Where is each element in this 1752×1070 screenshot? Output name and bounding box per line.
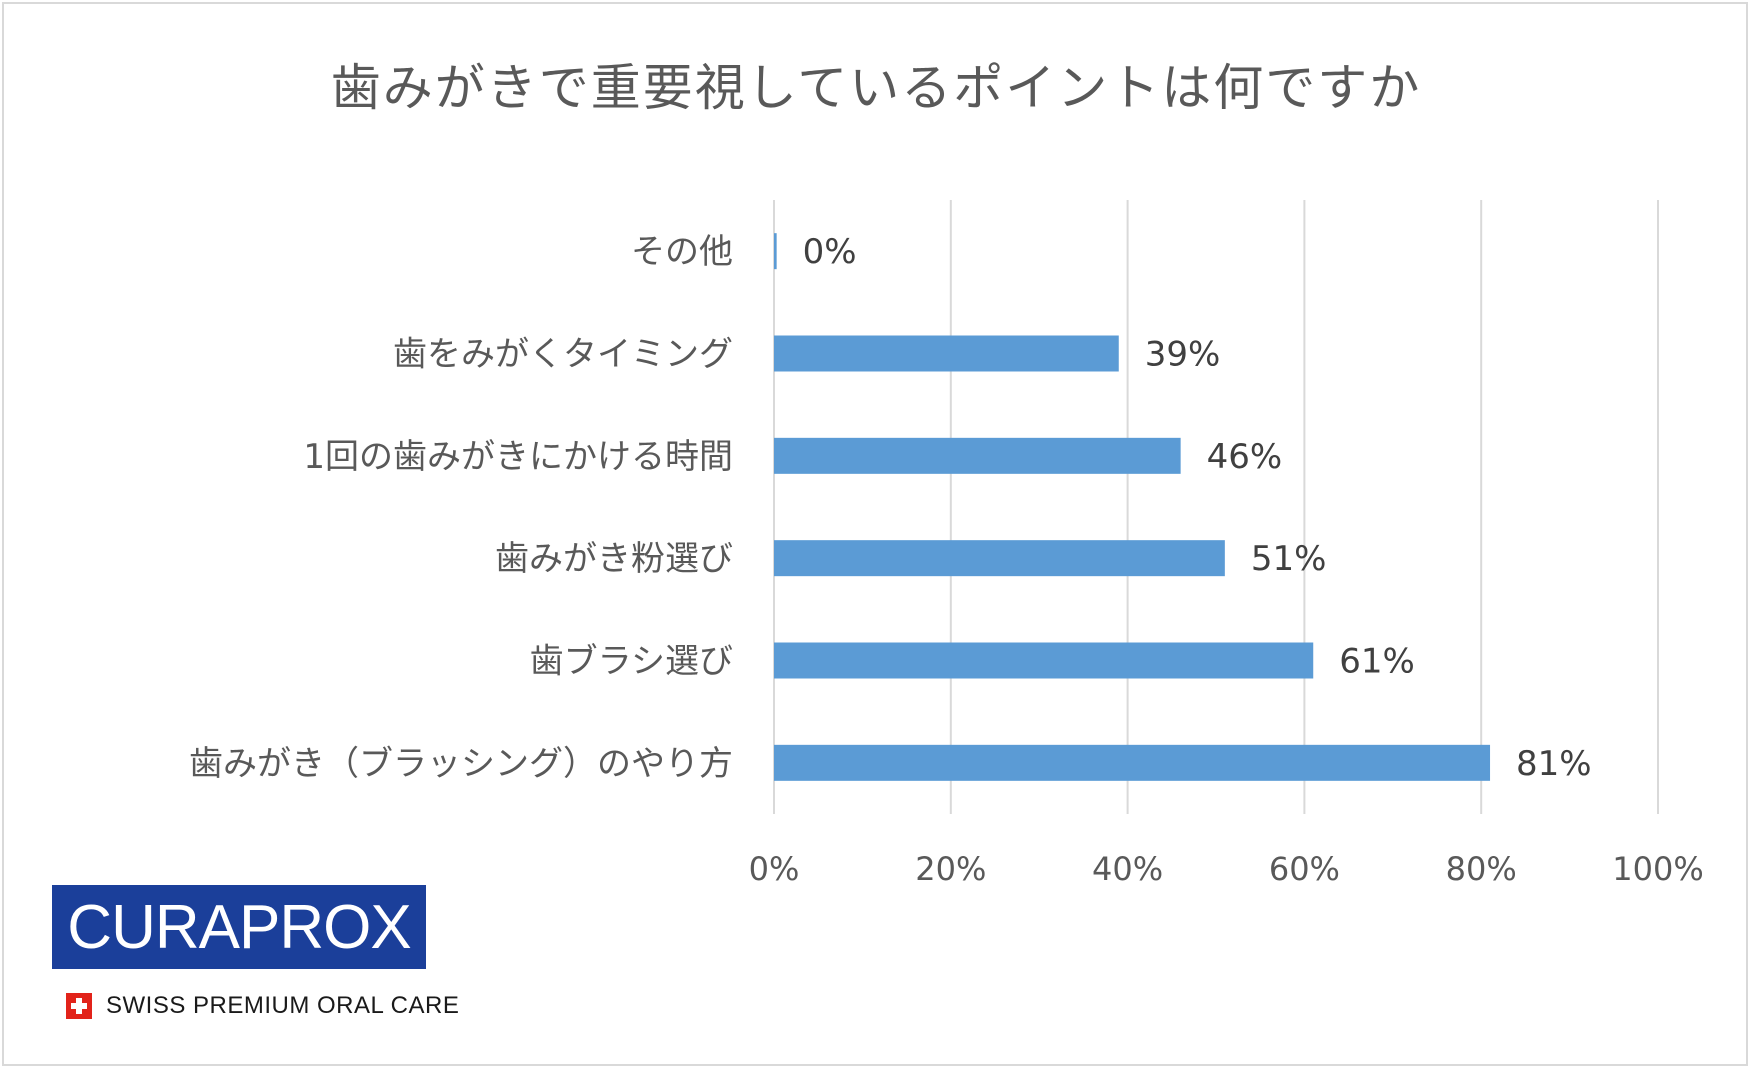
swiss-flag-icon: [66, 993, 92, 1019]
x-tick-label: 100%: [1612, 850, 1703, 888]
bar: [774, 642, 1314, 679]
chart-title: 歯みがきで重要視しているポイントは何ですか: [330, 59, 1422, 117]
data-labels: 0% 39% 46% 51% 61% 81%: [803, 232, 1592, 784]
category-label: その他: [631, 232, 733, 272]
logo-text: CURAPROX: [67, 892, 411, 962]
x-tick-label: 20%: [915, 850, 986, 888]
bar: [774, 437, 1181, 474]
bar: [774, 744, 1491, 781]
category-label: 歯をみがくタイミング: [393, 335, 733, 375]
data-label: 46%: [1207, 437, 1283, 477]
gridlines: [773, 200, 1659, 814]
data-label: 39%: [1145, 335, 1221, 375]
x-tick-label: 80%: [1446, 850, 1517, 888]
brand-tagline: SWISS PREMIUM ORAL CARE: [66, 992, 459, 1020]
data-label: 51%: [1251, 539, 1327, 579]
category-label: 1回の歯みがきにかける時間: [303, 437, 733, 477]
curaprox-logo: CURAPROX: [52, 885, 426, 969]
bars: [774, 233, 1491, 781]
bar: [774, 335, 1119, 372]
category-label: 歯みがき（ブラッシング）のやり方: [189, 744, 733, 784]
bar: [774, 233, 777, 270]
category-label: 歯みがき粉選び: [495, 539, 733, 579]
category-label: 歯ブラシ選び: [530, 642, 733, 682]
x-axis-ticks: 0% 20% 40% 60% 80% 100%: [749, 850, 1704, 888]
data-label: 0%: [803, 232, 857, 272]
x-tick-label: 60%: [1269, 850, 1340, 888]
data-label: 81%: [1516, 744, 1592, 784]
tagline-text: SWISS PREMIUM ORAL CARE: [106, 992, 460, 1019]
x-tick-label: 40%: [1092, 850, 1163, 888]
data-label: 61%: [1339, 642, 1415, 682]
x-tick-label: 0%: [749, 850, 800, 888]
bar: [774, 540, 1225, 577]
